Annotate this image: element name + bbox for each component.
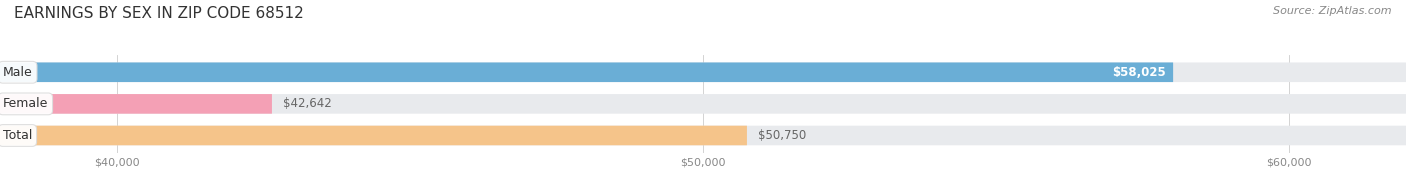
Text: EARNINGS BY SEX IN ZIP CODE 68512: EARNINGS BY SEX IN ZIP CODE 68512 bbox=[14, 6, 304, 21]
Text: Total: Total bbox=[3, 129, 32, 142]
Text: $58,025: $58,025 bbox=[1112, 66, 1166, 79]
FancyBboxPatch shape bbox=[0, 63, 1173, 82]
Text: $42,642: $42,642 bbox=[283, 97, 332, 110]
Text: Source: ZipAtlas.com: Source: ZipAtlas.com bbox=[1274, 6, 1392, 16]
FancyBboxPatch shape bbox=[0, 94, 1406, 114]
Text: $50,750: $50,750 bbox=[758, 129, 807, 142]
FancyBboxPatch shape bbox=[0, 126, 1406, 145]
Text: Male: Male bbox=[3, 66, 32, 79]
FancyBboxPatch shape bbox=[0, 126, 747, 145]
Text: Female: Female bbox=[3, 97, 48, 110]
FancyBboxPatch shape bbox=[0, 94, 271, 114]
FancyBboxPatch shape bbox=[0, 63, 1406, 82]
